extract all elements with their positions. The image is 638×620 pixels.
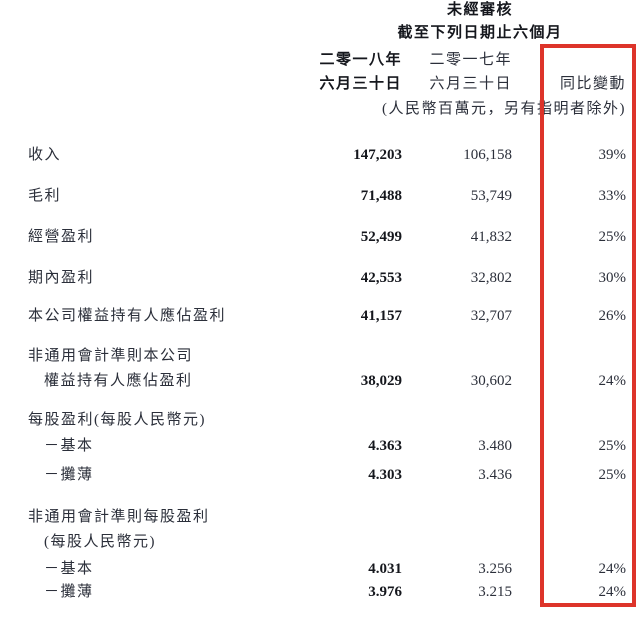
row-label: 收入	[0, 147, 316, 164]
row-label-line: 毛利	[28, 188, 62, 204]
value-2017: 30,602	[470, 373, 512, 389]
value-yoy: 30%	[598, 270, 627, 286]
value-2018: 3.976	[368, 584, 402, 600]
row-label: 非通用會計準則每股盈利 (每股人民幣元)	[0, 509, 316, 551]
row-label-line: －基本	[44, 438, 94, 454]
table-row: －攤薄 4.303 3.436 25%	[0, 467, 638, 484]
row-label: －基本	[0, 561, 316, 578]
row-label: －攤薄	[0, 584, 316, 601]
value-yoy: 25%	[598, 229, 627, 245]
row-label: 毛利	[0, 188, 316, 205]
value-yoy: 24%	[598, 584, 627, 600]
table-row: 收入 147,203 106,158 39%	[0, 147, 638, 164]
value-2018: 4.363	[368, 438, 402, 454]
value-2017: 32,707	[470, 308, 512, 324]
value-yoy: 39%	[598, 147, 627, 163]
value-2017: 53,749	[470, 188, 512, 204]
value-2018: 41,157	[360, 308, 402, 324]
value-yoy: 24%	[598, 561, 627, 577]
value-2018: 52,499	[360, 229, 402, 245]
table-row: －基本 4.363 3.480 25%	[0, 438, 638, 455]
row-label: －基本	[0, 438, 316, 455]
value-2018: 4.303	[368, 467, 402, 483]
value-yoy: 25%	[598, 467, 627, 483]
value-yoy: 33%	[598, 188, 627, 204]
row-label: 期內盈利	[0, 270, 316, 287]
row-label: 本公司權益持有人應佔盈利	[0, 308, 316, 325]
row-label-line: 非通用會計準則本公司	[28, 348, 194, 364]
row-label-line: 期內盈利	[28, 270, 95, 286]
value-2017: 41,832	[470, 229, 512, 245]
row-label-line: －基本	[44, 561, 94, 577]
value-yoy: 26%	[598, 308, 627, 324]
column-header-2017-date: 六月三十日	[429, 76, 512, 92]
row-label-line: 非通用會計準則每股盈利	[28, 509, 210, 525]
column-header-2017-year: 二零一七年	[429, 52, 512, 68]
row-label: －攤薄	[0, 467, 316, 484]
value-2017: 3.215	[478, 584, 512, 600]
table-row: －攤薄 3.976 3.215 24%	[0, 584, 638, 601]
unaudited-title: 未經審核	[446, 2, 513, 18]
value-yoy: 24%	[598, 373, 627, 389]
value-2018: 4.031	[368, 561, 402, 577]
value-2018: 42,553	[360, 270, 402, 286]
value-2017: 3.480	[478, 438, 512, 454]
period-title: 截至下列日期止六個月	[397, 25, 563, 41]
table-row: 毛利 71,488 53,749 33%	[0, 188, 638, 205]
value-2018: 147,203	[353, 147, 402, 163]
row-label-line: 經營盈利	[28, 229, 95, 245]
value-2018: 71,488	[360, 188, 402, 204]
value-2017: 3.256	[478, 561, 512, 577]
row-label-line: 權益持有人應佔盈利	[44, 373, 193, 389]
row-label: 經營盈利	[0, 229, 316, 246]
table-row: －基本 4.031 3.256 24%	[0, 561, 638, 578]
currency-unit-note: (人民幣百萬元，另有指明者除外)	[382, 101, 626, 117]
row-label-line: 每股盈利(每股人民幣元)	[28, 412, 206, 428]
table-row: 非通用會計準則每股盈利 (每股人民幣元)	[0, 509, 638, 551]
column-header-2018-year: 二零一八年	[319, 52, 402, 68]
table-row: 經營盈利 52,499 41,832 25%	[0, 229, 638, 246]
table-row: 非通用會計準則本公司權益持有人應佔盈利 38,029 30,602 24%	[0, 348, 638, 390]
value-2017: 106,158	[463, 147, 512, 163]
row-label-line: 收入	[28, 147, 62, 163]
value-yoy: 25%	[598, 438, 627, 454]
table-row: 期內盈利 42,553 32,802 30%	[0, 270, 638, 287]
table-row: 每股盈利(每股人民幣元)	[0, 412, 638, 429]
value-2017: 32,802	[470, 270, 512, 286]
row-label: 非通用會計準則本公司權益持有人應佔盈利	[0, 348, 316, 390]
row-label-line: 本公司權益持有人應佔盈利	[28, 308, 227, 324]
row-label-line: (每股人民幣元)	[44, 534, 156, 550]
table-row: 本公司權益持有人應佔盈利 41,157 32,707 26%	[0, 308, 638, 325]
row-label-line: －攤薄	[44, 584, 94, 600]
column-header-2018-date: 六月三十日	[319, 76, 402, 92]
value-2017: 3.436	[478, 467, 512, 483]
column-header-years-row: 二零一八年 二零一七年	[0, 52, 638, 69]
value-2018: 38,029	[360, 373, 402, 389]
row-label-line: －攤薄	[44, 467, 94, 483]
column-header-yoy: 同比變動	[559, 76, 626, 92]
column-header-dates-row: 六月三十日 六月三十日 同比變動	[0, 76, 638, 93]
row-label: 每股盈利(每股人民幣元)	[0, 412, 316, 429]
financial-table-body: 收入 147,203 106,158 39% 毛利 71,488 53,749 33% 經營盈利…	[0, 147, 638, 601]
